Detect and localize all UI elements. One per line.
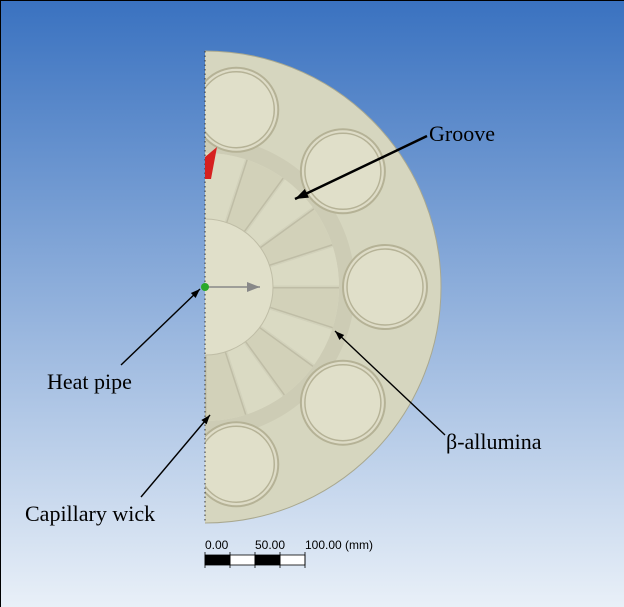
svg-text:0.00: 0.00 (205, 538, 229, 552)
label-beta-alumina: β-allumina (446, 429, 542, 455)
label-heat-pipe: Heat pipe (47, 369, 132, 395)
svg-text:100.00 (mm): 100.00 (mm) (305, 538, 373, 552)
svg-text:50.00: 50.00 (255, 538, 285, 552)
label-capillary-wick: Capillary wick (25, 501, 155, 527)
label-groove: Groove (429, 121, 495, 147)
diagram-frame: 0.00 50.00 100.00 (mm) Groove Heat pipe β-… (0, 0, 624, 607)
